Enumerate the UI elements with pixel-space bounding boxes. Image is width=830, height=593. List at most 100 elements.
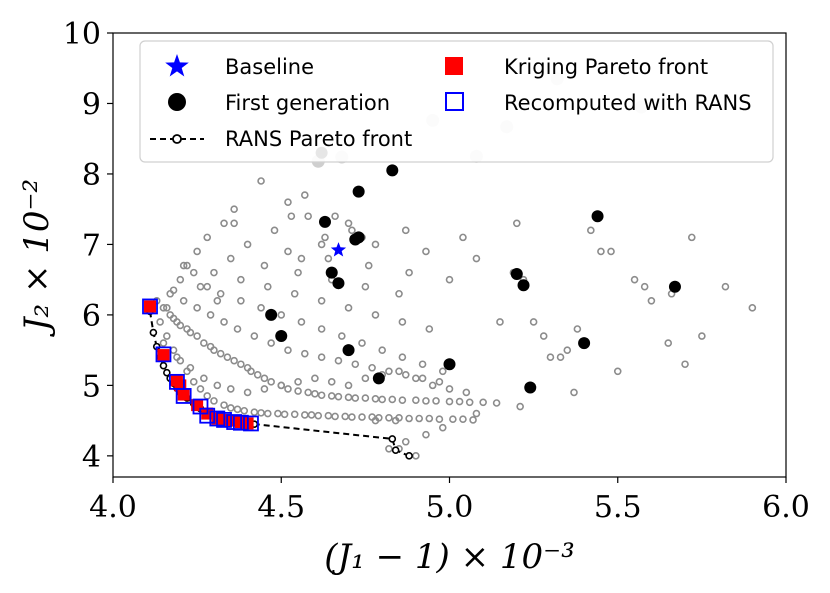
- legend-kriging-square-icon: [445, 57, 463, 75]
- population-point: [230, 356, 238, 365]
- population-point: [546, 353, 555, 361]
- population-point: [284, 385, 292, 393]
- population-point: [317, 353, 326, 361]
- kriging-point: [177, 388, 190, 401]
- population-point: [607, 247, 615, 256]
- first-generation-point: [372, 372, 385, 385]
- first-generation-point: [524, 381, 537, 394]
- population-point: [301, 349, 309, 358]
- population-point: [210, 397, 218, 405]
- population-point: [280, 410, 289, 419]
- population-point: [186, 363, 195, 372]
- population-point: [395, 289, 403, 298]
- population-point: [418, 374, 427, 383]
- population-point: [395, 367, 403, 376]
- population-point: [321, 233, 329, 242]
- population-point: [307, 411, 316, 419]
- population-point: [438, 367, 447, 376]
- population-point: [529, 318, 538, 326]
- population-point: [314, 411, 323, 420]
- population-point: [391, 416, 400, 425]
- population-point: [435, 378, 444, 386]
- population-point: [438, 423, 447, 432]
- first-generation-point: [342, 344, 355, 357]
- population-point: [260, 385, 269, 393]
- population-point: [344, 393, 353, 402]
- population-point: [361, 374, 370, 383]
- population-point: [492, 399, 501, 407]
- y-tick-label: 10: [63, 17, 101, 52]
- population-point: [348, 413, 356, 421]
- population-point: [368, 363, 376, 372]
- legend-label-kriging-pareto-front: Kriging Pareto front: [504, 55, 708, 79]
- kriging-point: [157, 349, 170, 362]
- x-tick-label: 5.5: [594, 490, 642, 525]
- population-point: [290, 289, 299, 298]
- population-point: [237, 275, 245, 284]
- population-point: [479, 398, 487, 407]
- population-point: [257, 409, 265, 417]
- population-point: [159, 304, 168, 312]
- population-point: [398, 396, 407, 404]
- population-point: [233, 325, 242, 333]
- population-point: [263, 282, 272, 291]
- population-point: [277, 311, 286, 319]
- population-point: [687, 233, 696, 242]
- population-point: [428, 381, 437, 390]
- population-point: [385, 413, 393, 422]
- population-point: [200, 374, 208, 383]
- population-point: [243, 240, 252, 249]
- population-point: [263, 409, 272, 418]
- y-tick-label: 5: [82, 369, 101, 404]
- population-point: [472, 254, 481, 263]
- population-point: [422, 397, 430, 405]
- population-point: [257, 304, 265, 312]
- x-tick-label: 6.0: [762, 490, 810, 525]
- population-point: [260, 261, 269, 270]
- population-point: [169, 346, 178, 354]
- population-point: [179, 297, 188, 305]
- recomputed-point: [232, 414, 249, 431]
- first-generation-point: [332, 277, 345, 290]
- x-tick-label: 5.0: [426, 490, 474, 525]
- population-point: [435, 415, 444, 424]
- y-tick-label: 6: [82, 299, 101, 334]
- population-point: [462, 388, 471, 397]
- population-point: [385, 445, 393, 453]
- rans-pareto-point: [391, 446, 400, 455]
- population-point: [301, 191, 309, 199]
- first-generation-point: [325, 266, 338, 279]
- population-point: [253, 371, 262, 379]
- x-axis-label: (J₁ − 1) × 10⁻³: [324, 537, 574, 577]
- y-tick-label: 9: [82, 87, 101, 122]
- population-point: [230, 205, 238, 213]
- population-point: [469, 416, 477, 424]
- population-point: [331, 212, 339, 221]
- population-point: [459, 415, 467, 424]
- population-point: [284, 346, 292, 354]
- population-point: [294, 268, 302, 277]
- population-point: [432, 397, 440, 405]
- first-generation-point: [352, 231, 365, 244]
- first-generation-point: [668, 280, 681, 293]
- population-point: [647, 297, 656, 305]
- population-point: [297, 254, 306, 263]
- x-tick-label: 4.5: [257, 490, 305, 525]
- legend-box: [139, 40, 774, 163]
- y-tick-label: 7: [82, 228, 101, 263]
- rans-pareto-point: [405, 452, 413, 460]
- population-point: [193, 304, 201, 312]
- population-point: [573, 325, 582, 333]
- y-axis-label: J₂ × 10⁻²: [17, 179, 57, 337]
- population-point: [613, 367, 622, 376]
- population-point: [361, 282, 370, 291]
- population-point: [445, 385, 454, 393]
- legend-recomputed-square-icon: [445, 92, 464, 111]
- population-point: [196, 282, 205, 291]
- population-point: [311, 374, 319, 383]
- legend-label-recomputed-with-rans: Recomputed with RANS: [504, 91, 752, 115]
- population-point: [385, 367, 393, 376]
- population-point: [216, 289, 225, 298]
- population-point: [163, 304, 171, 312]
- population-point: [277, 381, 286, 390]
